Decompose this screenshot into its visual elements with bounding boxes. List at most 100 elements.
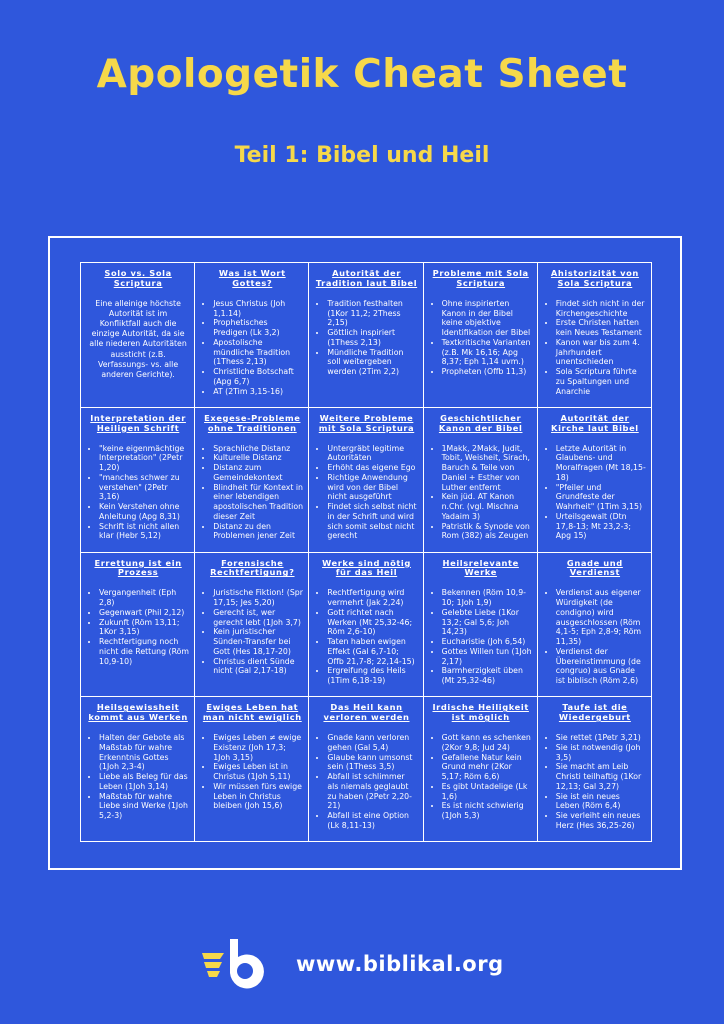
cell-title: Solo vs. Sola Scriptura (104, 268, 172, 288)
cell: Exegese-Probleme ohne Traditionen Sprachl… (195, 407, 310, 553)
subtitle: Teil 1: Bibel und Heil (234, 143, 490, 168)
cell-title: Ewiges Leben hat man nicht ewiglich (202, 702, 302, 723)
bullet-item: Christus dient Sünde nicht (Gal 2,17-18) (213, 657, 303, 676)
cell: Weitere Probleme mit Sola Scriptura Unter… (309, 407, 424, 553)
cell-title: Das Heil kann verloren werden (323, 702, 410, 723)
bullet-item: Schrift ist nicht allen klar (Hebr 5,12) (99, 522, 189, 541)
bullet-item: 1Makk, 2Makk, Judit, Tobit, Weisheit, Si… (442, 444, 532, 493)
bullet-list: Ewiges Leben ≠ ewige Existenz (Joh 17,3;… (201, 733, 303, 811)
title: Apologetik Cheat Sheet (96, 52, 628, 97)
bullet-list: Gnade kann verloren gehen (Gal 5,4)Glaub… (315, 733, 417, 830)
bullet-list: Juristische Fiktion! (Spr 17,15; Jes 5,2… (201, 588, 303, 676)
bullet-item: Distanz zu den Problemen jener Zeit (213, 522, 303, 541)
bullet-list: Ohne inspirierten Kanon in der Bibel kei… (430, 299, 532, 377)
bullet-item: Vergangenheit (Eph 2,8) (99, 588, 189, 607)
bullet-item: Kein jüd. AT Kanon n.Chr. (vgl. Mischna … (442, 492, 532, 521)
bullet-item: Verdienst aus eigener Würdigkeit (de con… (556, 588, 646, 646)
cell-title: Weitere Probleme mit Sola Scriptura (318, 412, 415, 433)
bullet-item: Findet sich nicht in der Kirchengeschich… (556, 299, 646, 318)
cell: Taufe ist die Wiedergeburt Sie rettet (1P… (537, 697, 652, 842)
cell: Autorität der Tradition laut Bibel Tradit… (309, 263, 424, 408)
bullet-item: Gnade kann verloren gehen (Gal 5,4) (327, 733, 417, 752)
bullet-item: Gefallene Natur kein Grund mehr (2Kor 5,… (442, 753, 532, 782)
bullet-list: Vergangenheit (Eph 2,8)Gegenwart (Phil 2… (87, 588, 189, 666)
website-url[interactable]: www.biblikal.org (296, 952, 504, 976)
bullet-list: Letzte Autorität in Glaubens- und Moralf… (544, 444, 646, 541)
cell: Solo vs. Sola Scriptura Eine alleinige hö… (81, 263, 196, 408)
cell-title: Autorität der Tradition laut Bibel (315, 268, 418, 288)
bullet-item: Ewiges Leben ≠ ewige Existenz (Joh 17,3;… (213, 733, 303, 762)
bullet-item: Sie ist notwendig (Joh 3,5) (556, 743, 646, 762)
bullet-item: Ohne inspirierten Kanon in der Bibel kei… (442, 299, 532, 338)
bullet-item: Göttlich inspiriert (1Thess 2,13) (327, 328, 417, 347)
cell: Errettung ist ein Prozess Vergangenheit (… (81, 552, 196, 698)
bullet-item: Jesus Christus (Joh 1,1.14) (213, 299, 303, 318)
bullet-item: Mündliche Tradition soll weitergeben wer… (327, 348, 417, 377)
bullet-item: Kulturelle Distanz (213, 453, 303, 463)
cell-title: Heilsgewissheit kommt aus Werken (88, 702, 188, 723)
bullet-item: Gottes Willen tun (1Joh 2,17) (442, 647, 532, 666)
bullet-item: Prophetisches Predigen (Lk 3,2) (213, 318, 303, 337)
bullet-item: Zukunft (Röm 13,11; 1Kor 3,15) (99, 618, 189, 637)
bullet-list: 1Makk, 2Makk, Judit, Tobit, Weisheit, Si… (430, 444, 532, 541)
bullet-item: Gott richtet nach Werken (Mt 25,32-46; R… (327, 608, 417, 637)
bullet-item: Letzte Autorität in Glaubens- und Moralf… (556, 444, 646, 483)
cell: Heilsrelevante Werke Bekennen (Röm 10,9-1… (423, 552, 538, 698)
cell: Interpretation der Heiligen Schrift "kein… (81, 407, 196, 553)
cell: Ewiges Leben hat man nicht ewiglich Ewige… (195, 697, 310, 842)
bullet-item: Urteilsgewalt (Dtn 17,8-13; Mt 23,2-3; A… (556, 512, 646, 541)
bullet-list: Sprachliche DistanzKulturelle DistanzDis… (201, 444, 303, 541)
bullet-list: Verdienst aus eigener Würdigkeit (de con… (544, 588, 646, 685)
cell: Was ist Wort Gottes? Jesus Christus (Joh … (195, 263, 310, 408)
bullet-item: Richtige Anwendung wird von der Bibel ni… (327, 473, 417, 502)
cell-title: Was ist Wort Gottes? (218, 268, 286, 288)
bullet-item: Erhöht das eigene Ego (327, 463, 417, 473)
bullet-item: Verdienst der Übereinstimmung (de congru… (556, 647, 646, 686)
bullet-item: Erste Christen hatten kein Neues Testame… (556, 318, 646, 337)
bullet-item: Es gibt Untadelige (Lk 1,6) (442, 782, 532, 801)
frame (48, 236, 682, 870)
cell: Das Heil kann verloren werden Gnade kann … (309, 697, 424, 842)
bullet-item: Juristische Fiktion! (Spr 17,15; Jes 5,2… (213, 588, 303, 607)
bullet-item: Wir müssen fürs ewige Leben in Christus … (213, 782, 303, 811)
bullet-item: Kanon war bis zum 4. Jahrhundert unentsc… (556, 338, 646, 367)
bullet-list: Halten der Gebote als Maßstab für wahre … (87, 733, 189, 821)
cell: Werke sind nötig für das Heil Rechtfertig… (309, 552, 424, 698)
cell-title: Werke sind nötig für das Heil (322, 557, 411, 578)
bullet-list: Findet sich nicht in der Kirchengeschich… (544, 299, 646, 396)
bullet-item: Glaube kann umsonst sein (1Thess 3,5) (327, 753, 417, 772)
logo (202, 939, 264, 989)
bullet-item: Gegenwart (Phil 2,12) (99, 608, 189, 618)
bullet-item: Sie verleiht ein neues Herz (Hes 36,25-2… (556, 811, 646, 830)
bullet-item: Sie rettet (1Petr 3,21) (556, 733, 646, 743)
bullet-item: Gelebte Liebe (1Kor 13,2; Gal 5,6; Joh 1… (442, 608, 532, 637)
bullet-item: Textkritische Varianten (z.B. Mk 16,16; … (442, 338, 532, 367)
bullet-item: Kein Verstehen ohne Anleitung (Apg 8,31) (99, 502, 189, 521)
bullet-item: Taten haben ewigen Effekt (Gal 6,7-10; O… (327, 637, 417, 666)
bullet-item: Gerecht ist, wer gerecht lebt (1Joh 3,7) (213, 608, 303, 627)
cell: Irdische Heiligkeit ist möglich Gott kann… (423, 697, 538, 842)
bullet-item: Eucharistie (Joh 6,54) (442, 637, 532, 647)
bullet-list: Tradition festhalten (1Kor 11,2; 2Thess … (315, 299, 417, 377)
cell: Heilsgewissheit kommt aus Werken Halten d… (81, 697, 196, 842)
bullet-item: Sola Scriptura führte zu Spaltungen und … (556, 367, 646, 396)
bullet-list: "keine eigenmächtige Interpretation" (2P… (87, 444, 189, 541)
bullet-item: Untergräbt legitime Autoritäten (327, 444, 417, 463)
cell: Gnade und Verdienst Verdienst aus eigener… (537, 552, 652, 698)
bullet-list: Sie rettet (1Petr 3,21)Sie ist notwendig… (544, 733, 646, 830)
bullet-item: Ergreifung des Heils (1Tim 6,18-19) (327, 666, 417, 685)
bullet-item: "keine eigenmächtige Interpretation" (2P… (99, 444, 189, 473)
cell-title: Probleme mit Sola Scriptura (432, 268, 529, 288)
bullet-item: Rechtfertigung noch nicht die Rettung (R… (99, 637, 189, 666)
cell-title: Heilsrelevante Werke (442, 557, 519, 578)
bullet-item: Sie macht am Leib Christi teilhaftig (1K… (556, 762, 646, 791)
bullet-list: Jesus Christus (Joh 1,1.14)Prophetisches… (201, 299, 303, 396)
bullet-item: Liebe als Beleg für das Leben (1Joh 3,14… (99, 772, 189, 791)
cheat-sheet-grid: Solo vs. Sola Scriptura Eine alleinige hö… (80, 262, 652, 842)
bullet-item: Sie ist ein neues Leben (Röm 6,4) (556, 792, 646, 811)
bullet-item: Kein juristischer Sünden-Transfer bei Go… (213, 627, 303, 656)
bullet-item: Es ist nicht schwierig (1Joh 5,3) (442, 801, 532, 820)
bullet-item: Propheten (Offb 11,3) (442, 367, 532, 377)
cell-text: Eine alleinige höchste Autorität ist im … (89, 298, 187, 379)
bullet-item: Tradition festhalten (1Kor 11,2; 2Thess … (327, 299, 417, 328)
